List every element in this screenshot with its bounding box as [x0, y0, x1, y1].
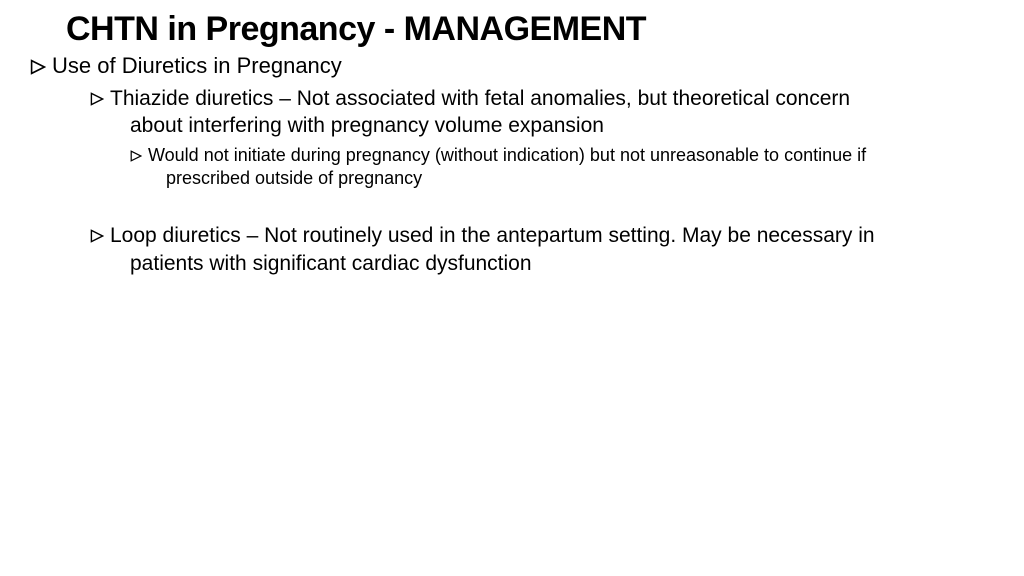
bullet-text: Would not initiate during pregnancy (wit…: [148, 144, 866, 191]
bullet-line: Loop diuretics – Not routinely used in t…: [110, 224, 875, 247]
bullet-lvl3: Would not initiate during pregnancy (wit…: [130, 144, 994, 191]
bullet-line: Thiazide diuretics – Not associated with…: [110, 87, 850, 110]
slide-container: CHTN in Pregnancy - MANAGEMENT Use of Di…: [0, 0, 1024, 301]
bullet-lvl2: Loop diuretics – Not routinely used in t…: [90, 222, 994, 277]
bullet-lvl1: Use of Diuretics in Pregnancy: [30, 53, 994, 79]
chevron-icon: [30, 59, 46, 75]
bullet-text: Loop diuretics – Not routinely used in t…: [110, 222, 895, 277]
chevron-icon: [130, 150, 142, 162]
bullet-line: patients with significant cardiac dysfun…: [110, 252, 532, 275]
spacer: [30, 196, 994, 222]
bullet-lvl2: Thiazide diuretics – Not associated with…: [90, 85, 994, 140]
bullet-text: Use of Diuretics in Pregnancy: [52, 53, 342, 79]
chevron-icon: [90, 229, 104, 243]
bullet-line: Would not initiate during pregnancy (wit…: [148, 145, 866, 165]
bullet-text: Thiazide diuretics – Not associated with…: [110, 85, 870, 140]
bullet-line: prescribed outside of pregnancy: [148, 168, 422, 188]
slide-title: CHTN in Pregnancy - MANAGEMENT: [66, 10, 994, 49]
chevron-icon: [90, 92, 104, 106]
bullet-line: about interfering with pregnancy volume …: [110, 114, 604, 137]
